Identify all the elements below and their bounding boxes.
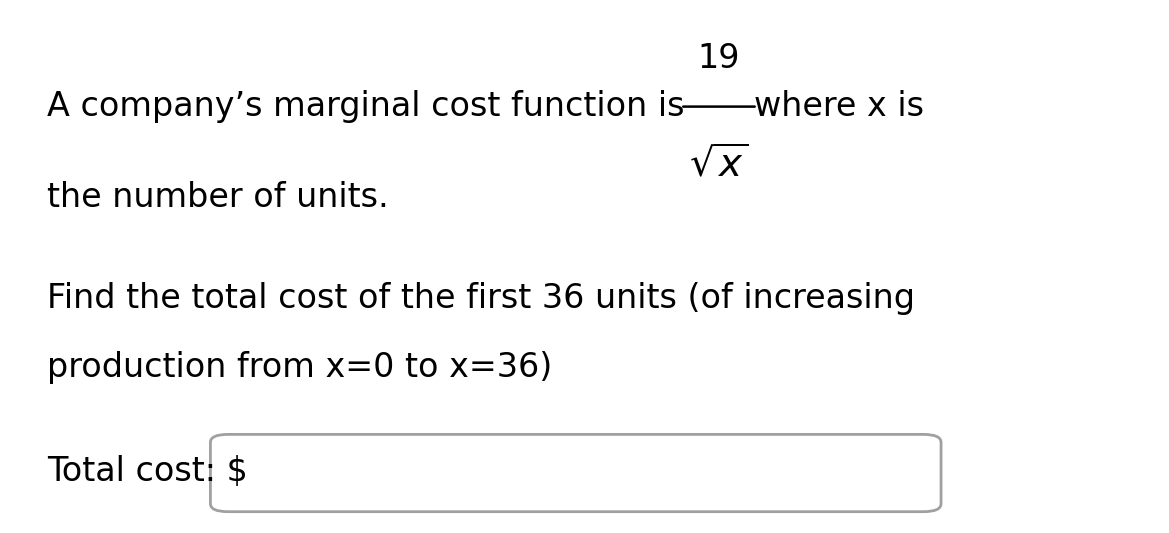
- Text: production from x=0 to x=36): production from x=0 to x=36): [47, 351, 552, 384]
- Text: Find the total cost of the first 36 units (of increasing: Find the total cost of the first 36 unit…: [47, 282, 915, 315]
- Text: where x is: where x is: [754, 90, 924, 123]
- FancyBboxPatch shape: [210, 434, 941, 512]
- Text: A company’s marginal cost function is: A company’s marginal cost function is: [47, 90, 684, 123]
- Text: the number of units.: the number of units.: [47, 181, 388, 214]
- Text: $\sqrt{x}$: $\sqrt{x}$: [690, 146, 748, 184]
- Text: Total cost: $: Total cost: $: [47, 455, 248, 488]
- Text: 19: 19: [698, 42, 740, 75]
